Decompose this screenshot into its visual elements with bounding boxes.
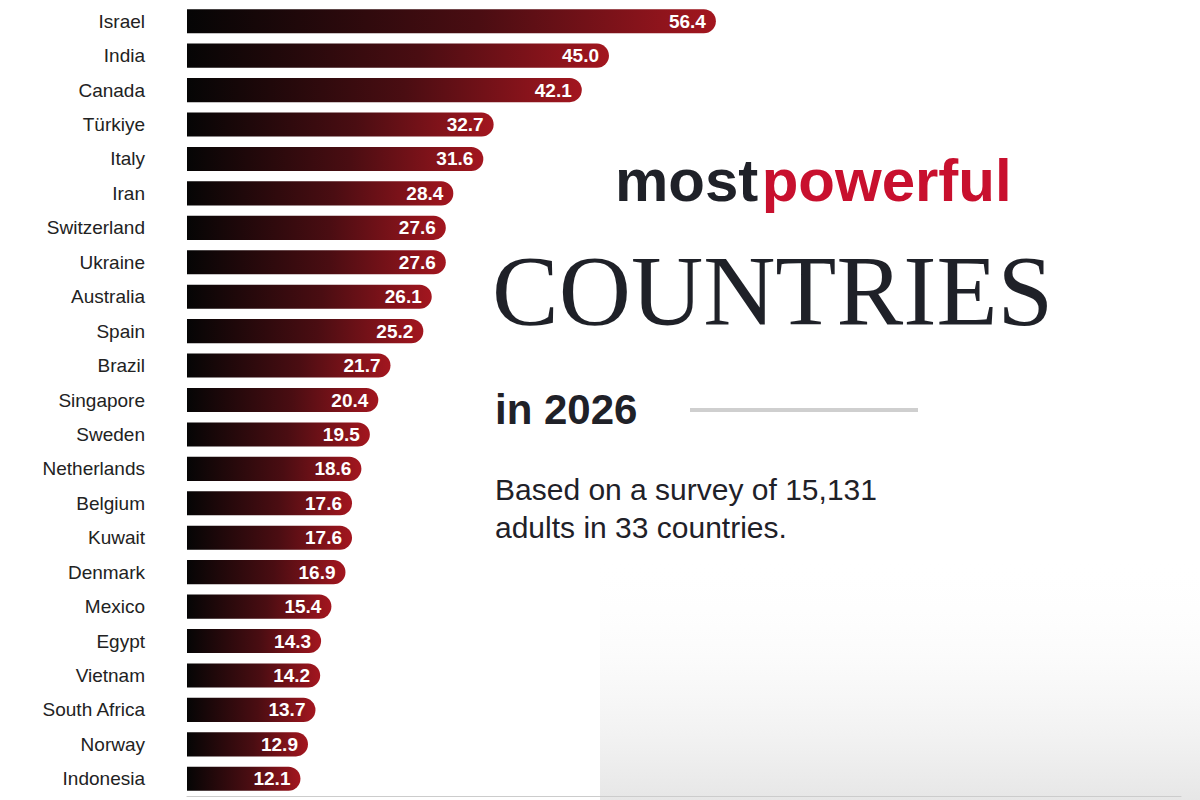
svg-text:21.7: 21.7 (344, 355, 381, 376)
svg-text:16.9: 16.9 (298, 562, 335, 583)
svg-text:26.1: 26.1 (385, 286, 422, 307)
svg-text:Based on a survey of 15,131: Based on a survey of 15,131 (495, 473, 885, 506)
svg-text:adults in 33 countries.: adults in 33 countries. (495, 511, 787, 544)
svg-text:15.4: 15.4 (284, 596, 321, 617)
svg-text:25.2: 25.2 (376, 321, 413, 342)
svg-text:Egypt: Egypt (96, 631, 145, 652)
svg-text:19.5: 19.5 (323, 424, 360, 445)
svg-text:Türkiye: Türkiye (83, 114, 145, 135)
svg-text:45.0: 45.0 (562, 45, 599, 66)
svg-text:27.6: 27.6 (399, 252, 436, 273)
svg-text:Norway: Norway (81, 734, 146, 755)
svg-text:most: most (615, 147, 758, 214)
svg-text:Singapore: Singapore (58, 390, 145, 411)
svg-text:COUNTRIES: COUNTRIES (492, 235, 1053, 346)
svg-text:Italy: Italy (110, 148, 145, 169)
svg-text:Kuwait: Kuwait (88, 527, 146, 548)
svg-text:Ukraine: Ukraine (80, 252, 145, 273)
svg-text:17.6: 17.6 (305, 493, 342, 514)
svg-text:Denmark: Denmark (68, 562, 146, 583)
svg-text:in 2026: in 2026 (495, 386, 637, 433)
svg-text:27.6: 27.6 (399, 217, 436, 238)
svg-text:31.6: 31.6 (436, 148, 473, 169)
svg-text:17.6: 17.6 (305, 527, 342, 548)
svg-text:13.7: 13.7 (268, 699, 305, 720)
svg-text:Australia: Australia (71, 286, 145, 307)
svg-text:14.2: 14.2 (273, 665, 310, 686)
svg-text:Netherlands: Netherlands (43, 458, 145, 479)
svg-text:Mexico: Mexico (85, 596, 145, 617)
svg-text:12.1: 12.1 (253, 768, 290, 789)
svg-text:42.1: 42.1 (535, 80, 572, 101)
svg-text:18.6: 18.6 (314, 458, 351, 479)
svg-text:Belgium: Belgium (76, 493, 145, 514)
svg-text:Sweden: Sweden (76, 424, 145, 445)
svg-text:32.7: 32.7 (447, 114, 484, 135)
svg-text:Indonesia: Indonesia (63, 768, 146, 789)
svg-text:12.9: 12.9 (261, 734, 298, 755)
svg-text:Canada: Canada (78, 80, 145, 101)
svg-text:Switzerland: Switzerland (47, 217, 145, 238)
svg-text:powerful: powerful (762, 147, 1012, 214)
svg-text:56.4: 56.4 (669, 11, 706, 32)
svg-text:Brazil: Brazil (97, 355, 145, 376)
svg-text:20.4: 20.4 (331, 390, 368, 411)
svg-text:Spain: Spain (96, 321, 145, 342)
svg-text:14.3: 14.3 (274, 631, 311, 652)
svg-text:Iran: Iran (112, 183, 145, 204)
svg-text:28.4: 28.4 (406, 183, 443, 204)
svg-text:South Africa: South Africa (43, 699, 146, 720)
svg-text:Vietnam: Vietnam (76, 665, 145, 686)
svg-text:Israel: Israel (99, 11, 145, 32)
svg-text:India: India (104, 45, 146, 66)
